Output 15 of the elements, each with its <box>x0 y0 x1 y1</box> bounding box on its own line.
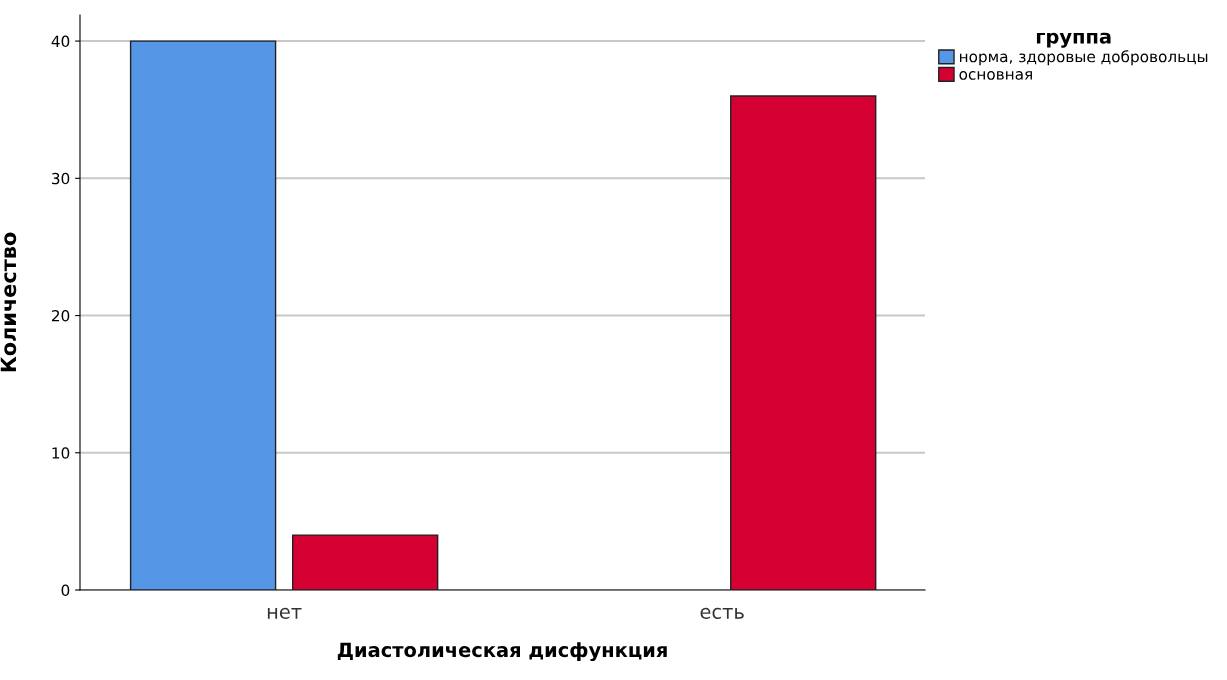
y-tick-label: 40 <box>51 35 70 48</box>
y-tick-label: 10 <box>52 447 70 459</box>
y-tick-label: 20 <box>51 310 70 322</box>
bar <box>730 95 877 590</box>
y-axis-title: Количество <box>0 232 17 372</box>
x-tick-label: нет <box>267 607 302 619</box>
bar <box>291 534 439 590</box>
x-axis-title: Диастолическая дисфункция <box>337 642 667 662</box>
bar <box>129 40 277 590</box>
y-tick-label: 0 <box>61 584 70 597</box>
x-tick-label: есть <box>700 607 744 619</box>
legend-title: группа <box>1036 32 1111 48</box>
y-tick-label: 30 <box>52 172 70 185</box>
legend-label: основная <box>959 71 1032 80</box>
legend-label: норма, здоровые добровольцы <box>960 50 1208 66</box>
